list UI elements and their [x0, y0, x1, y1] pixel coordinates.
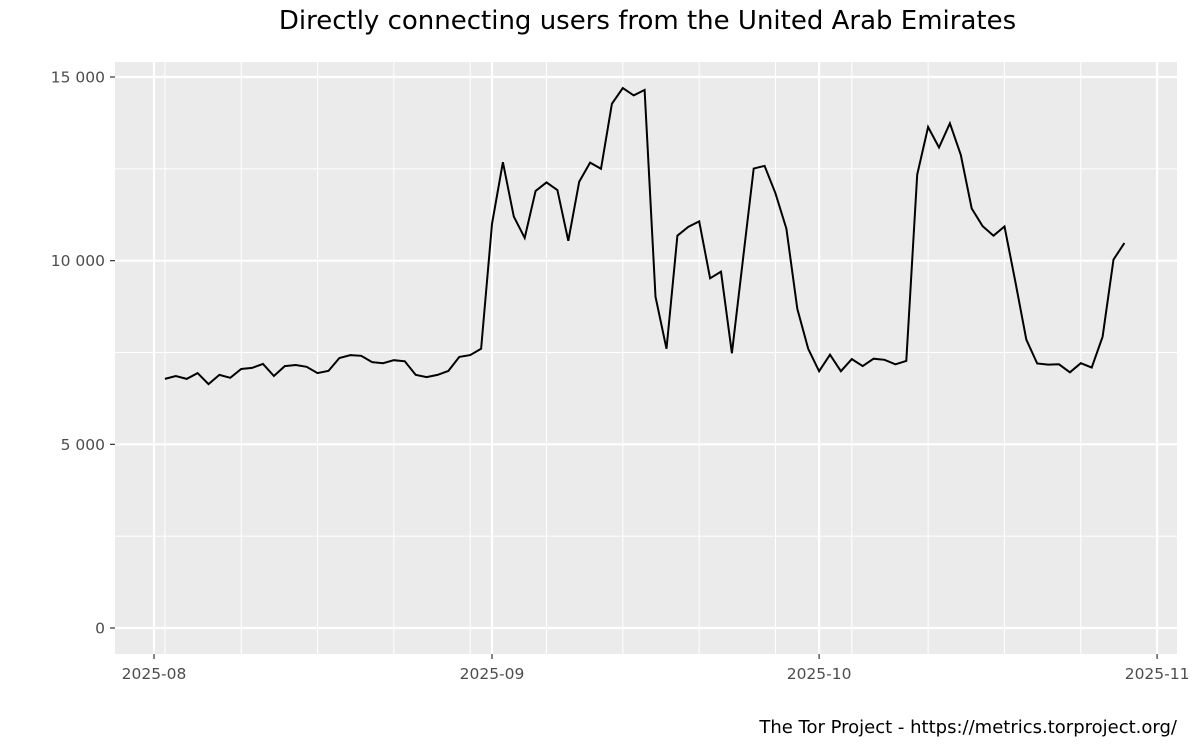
- plot-panel: [115, 62, 1177, 654]
- x-axis: 2025-08 2025-09 2025-10 2025-11: [122, 654, 1190, 683]
- y-tick-label: 5 000: [61, 436, 105, 454]
- minor-gridlines-x: [164, 62, 1158, 654]
- chart-title: Directly connecting users from the Unite…: [278, 6, 1017, 36]
- x-tick-label: 2025-08: [122, 665, 187, 683]
- major-gridlines-x: [152, 62, 1159, 654]
- y-tick-label: 0: [95, 620, 105, 638]
- x-tick-label: 2025-11: [1125, 665, 1190, 683]
- y-tick-label: 10 000: [51, 252, 105, 270]
- minor-gridlines-y: [115, 168, 1177, 537]
- major-gridlines-y: [115, 75, 1177, 630]
- data-line-users: [164, 86, 1126, 386]
- chart-caption: The Tor Project - https://metrics.torpro…: [759, 717, 1177, 738]
- y-tick-label: 15 000: [51, 69, 105, 87]
- x-tick-label: 2025-10: [787, 665, 852, 683]
- y-axis: 0 5 000 10 000 15 000: [51, 69, 115, 638]
- x-tick-label: 2025-09: [460, 665, 525, 683]
